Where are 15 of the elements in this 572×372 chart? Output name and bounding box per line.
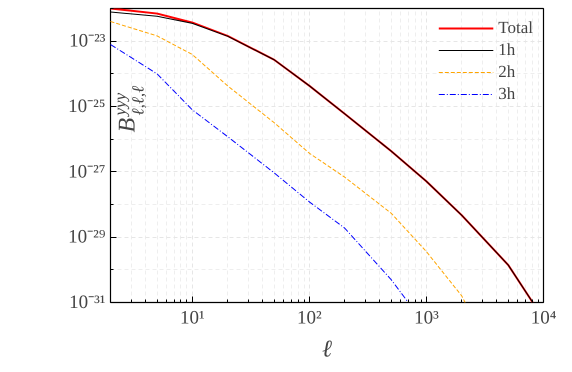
x-tick-label: 10³ <box>414 308 440 328</box>
x-tick-label: 10² <box>297 308 322 328</box>
legend-label: 1h <box>498 40 516 60</box>
legend-label: 2h <box>498 62 516 82</box>
y-axis-title: Byyyℓ,ℓ,ℓ <box>110 86 148 132</box>
x-axis-title: ℓ <box>322 336 332 362</box>
y-tick-label: 10⁻²⁹ <box>68 226 106 248</box>
y-tick-label: 10⁻²⁷ <box>68 161 106 182</box>
x-tick-label: 10⁴ <box>530 308 557 328</box>
legend-label: Total <box>498 18 533 38</box>
legend-label: 3h <box>498 84 516 104</box>
x-tick-label: 10¹ <box>180 308 205 328</box>
y-tick-label: 10⁻³¹ <box>69 292 106 313</box>
y-tick-label: 10⁻²⁵ <box>68 96 106 117</box>
y-tick-label: 10⁻²³ <box>69 30 106 52</box>
